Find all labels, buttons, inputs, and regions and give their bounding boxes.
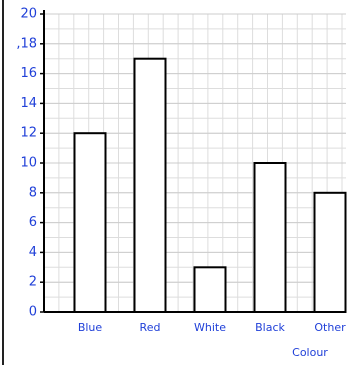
x-tick-label: Black	[255, 321, 285, 334]
bar	[133, 57, 167, 314]
x-axis-label: Colour	[292, 346, 328, 359]
x-tick-label: White	[194, 321, 226, 334]
y-tick-label: 16	[20, 66, 37, 81]
x-tick-label: Blue	[78, 321, 103, 334]
x-tick-label: Other	[314, 321, 346, 334]
y-tick-label: 10	[20, 156, 37, 171]
bar	[313, 191, 347, 313]
y-tick-label: 12	[20, 126, 37, 141]
y-tick-label: 2	[29, 275, 37, 290]
y-tick-label: 0	[29, 305, 37, 320]
y-tick-label: 6	[29, 215, 37, 230]
y-tick-label: ,18	[16, 36, 37, 51]
y-tick-label: 14	[20, 96, 37, 111]
y-tick-label: 20	[20, 7, 37, 22]
bar	[253, 162, 287, 313]
y-tick-label: 4	[29, 245, 37, 260]
bar	[193, 266, 227, 313]
x-tick-label: Red	[140, 321, 161, 334]
y-tick-label: 8	[29, 185, 37, 200]
bar	[73, 132, 107, 313]
